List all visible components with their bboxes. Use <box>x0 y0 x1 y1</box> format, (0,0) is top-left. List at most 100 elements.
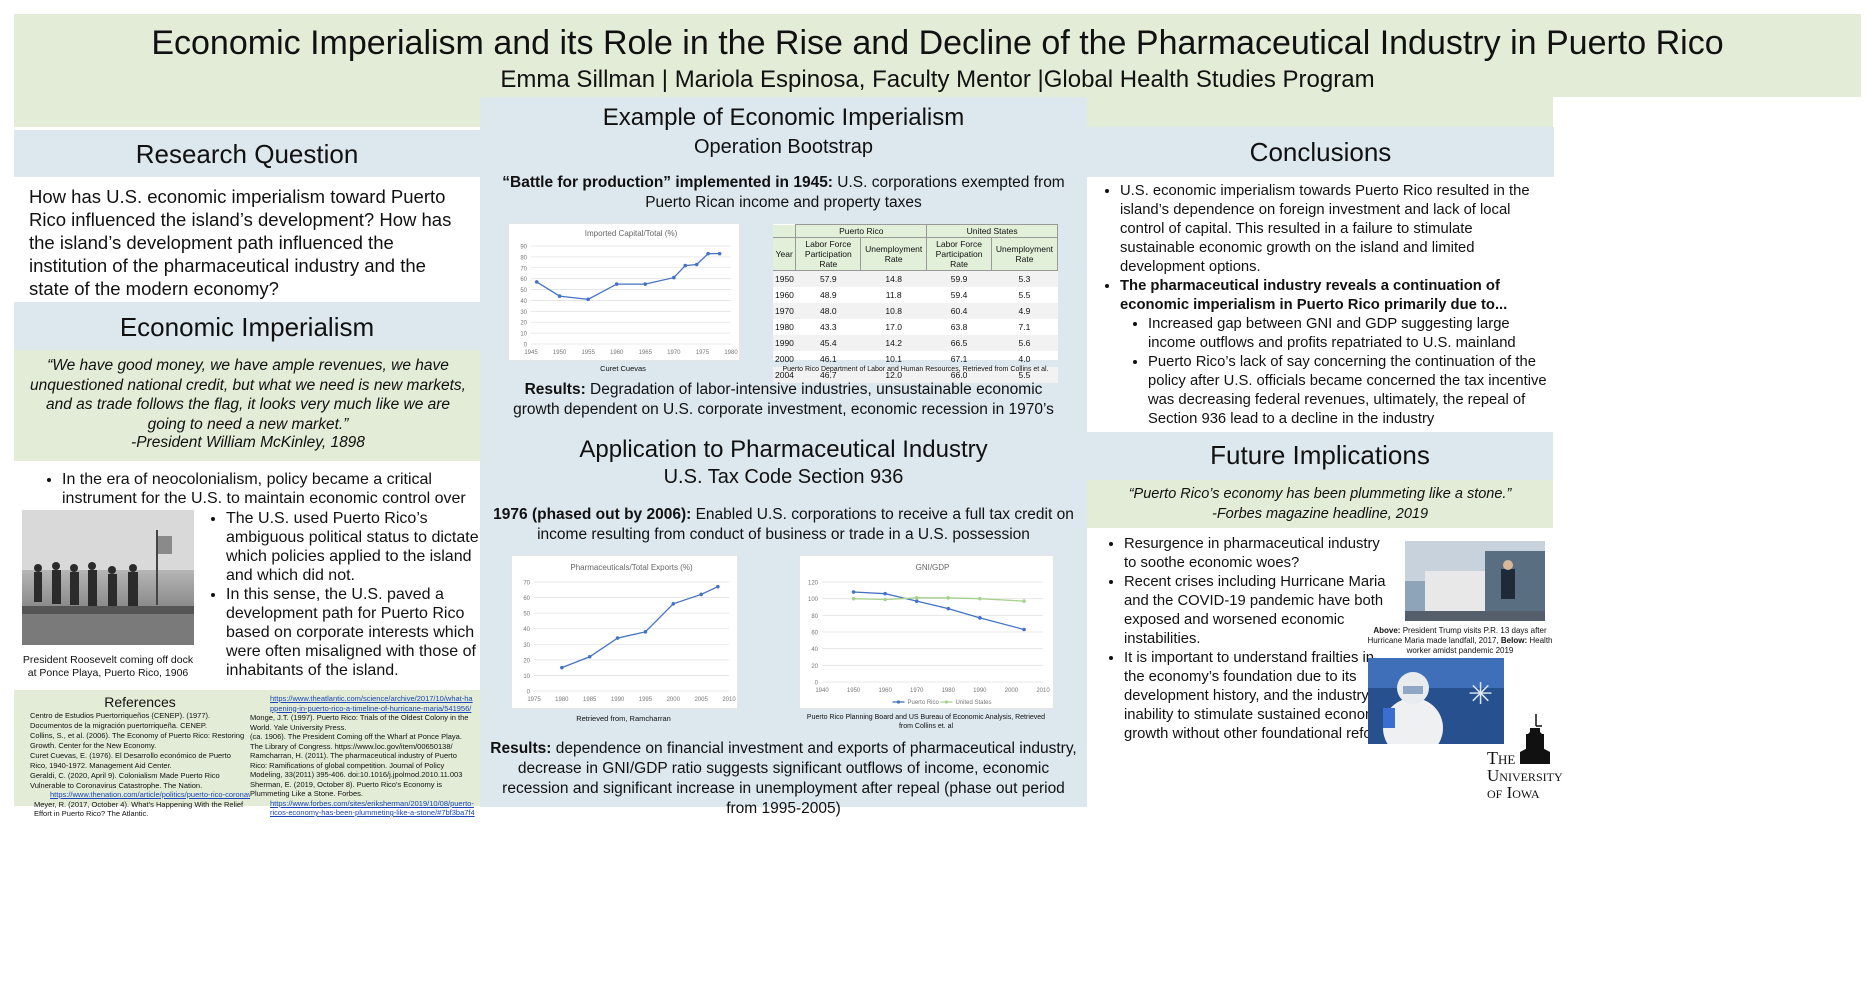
x-tick-label: 1965 <box>639 350 653 356</box>
labor-table-caption: Puerto Rico Department of Labor and Huma… <box>782 366 1049 373</box>
data-point <box>560 665 564 670</box>
data-point <box>1022 627 1026 632</box>
table-cell: 10.8 <box>885 306 902 316</box>
conclusion-bullet: U.S. economic imperialism towards Puerto… <box>1120 182 1549 277</box>
y-tick-label: 80 <box>811 614 818 620</box>
poster-title: Economic Imperialism and its Role in the… <box>151 24 1724 62</box>
y-tick-label: 50 <box>520 288 527 294</box>
conclusion-sub-bullet: Puerto Rico’s lack of say concerning the… <box>1148 353 1549 429</box>
legend-marker <box>896 700 901 704</box>
table-cell: 63.8 <box>950 322 968 332</box>
data-point <box>615 636 620 640</box>
table-cell: 48.0 <box>820 306 837 316</box>
mckinley-quote: “We have good money, we have ample reven… <box>30 357 466 433</box>
table-col-header: Unemployment Rate <box>990 237 1059 271</box>
reference-link[interactable]: https://www.forbes.com/sites/eriksherman… <box>270 798 475 818</box>
x-tick-label: 1975 <box>696 350 710 356</box>
example-heading: Example of Economic Imperialism <box>602 104 965 131</box>
data-point <box>587 654 592 659</box>
data-point <box>706 251 710 256</box>
trump-visit-photo-image <box>1405 541 1545 621</box>
table-cell: 5.5 <box>1018 290 1031 300</box>
future-header <box>1087 432 1553 480</box>
data-point <box>672 275 676 280</box>
table-cell: 60.4 <box>950 306 968 316</box>
table-col-header: Unemployment Rate <box>860 237 928 271</box>
labor-table-body: 1950 57.9 14.8 59.9 5.3 1960 48.9 11.8 59.4 5.5 19… <box>773 270 1058 383</box>
data-point <box>586 297 590 302</box>
data-point <box>883 597 887 602</box>
y-tick-label: 0 <box>815 681 819 687</box>
reference-entry: Ramcharran, H. (2011). The pharmaceutica… <box>250 751 463 779</box>
table-cell: 46.7 <box>820 370 837 380</box>
reference-link[interactable]: https://www.thenation.com/article/politi… <box>50 790 250 799</box>
imported-capital-chart: Imported Capital/Total (%) 0 10 20 30 40 50 60 7… <box>508 223 740 361</box>
y-tick-label: 60 <box>523 596 530 602</box>
table-cell: 1950 <box>775 274 794 284</box>
table-cell: 14.2 <box>885 338 902 348</box>
table-group-header: United States <box>926 224 1058 238</box>
title-banner <box>14 14 1861 97</box>
data-point <box>694 262 699 267</box>
table-row: 1960 48.9 11.8 59.4 5.5 <box>773 287 1058 303</box>
university-logo-text: The University of Iowa <box>1487 749 1563 801</box>
conclusions-heading: Conclusions <box>1249 137 1392 167</box>
series-line <box>853 591 1025 631</box>
table-cell: 5.3 <box>1018 274 1031 284</box>
y-tick-label: 10 <box>523 674 530 680</box>
research-question-header <box>14 130 480 177</box>
data-point <box>614 282 619 286</box>
caption-below-label: Below: <box>1500 636 1528 645</box>
health-worker-photo: ✳ <box>1368 658 1504 744</box>
chart-title: Imported Capital/Total (%) <box>585 229 678 238</box>
table-cell: 1970 <box>775 306 794 316</box>
example-results-text: Degradation of labor-intensive industrie… <box>513 381 1054 418</box>
table-cell: 17.0 <box>885 322 902 332</box>
caption-above-label: Above: <box>1373 626 1401 635</box>
x-tick-label: 2000 <box>667 697 681 703</box>
bullet-text: In this sense, the U.S. paved a developm… <box>226 585 480 680</box>
chart-title: Pharmaceuticals/Total Exports (%) <box>570 563 693 572</box>
x-tick-label: 1970 <box>667 350 681 356</box>
reference-link[interactable]: https://www.theatlantic.com/science/arch… <box>270 694 473 713</box>
us-policy-bullets: The U.S. used Puerto Rico’s ambiguous po… <box>200 509 480 680</box>
data-point <box>978 596 982 601</box>
forbes-quote: “Puerto Rico’s economy has been plummeti… <box>1128 486 1512 502</box>
x-tick-label: 1990 <box>611 697 625 703</box>
mckinley-quote-attribution: -President William McKinley, 1898 <box>131 434 365 451</box>
chart-title: GNI/GDP <box>916 563 950 572</box>
data-point <box>534 280 539 284</box>
conclusion-bullet: The pharmaceutical industry reveals a co… <box>1120 277 1549 315</box>
y-tick-label: 10 <box>520 332 527 338</box>
economic-imperialism-heading: Economic Imperialism <box>119 312 375 342</box>
x-tick-label: 1955 <box>581 350 595 356</box>
svg-text:✳: ✳ <box>1468 678 1493 711</box>
table-cell: 4.9 <box>1018 306 1031 316</box>
table-cell: 7.1 <box>1018 322 1031 332</box>
caption-below-text: Health worker amidst pandemic 2019 <box>1406 636 1553 655</box>
table-cell: 45.4 <box>820 338 837 348</box>
example-results-bold: Results: <box>524 381 586 398</box>
application-results-text: dependence on financial investment and e… <box>502 740 1077 817</box>
table-cell: 66.0 <box>950 370 968 380</box>
application-intro: 1976 (phased out by 2006): Enabled U.S. … <box>490 505 1077 545</box>
data-point <box>643 630 648 634</box>
references-left-list: Centro de Estudios Puertorriqueños (CENE… <box>30 711 250 819</box>
old-capitol-icon <box>1520 714 1550 764</box>
data-point <box>643 282 648 286</box>
references-box <box>14 690 480 806</box>
table-cell: 5.6 <box>1018 338 1031 348</box>
y-tick-label: 90 <box>520 245 527 251</box>
future-bullet: It is important to understand frailties … <box>1124 649 1396 744</box>
references-right-list: https://www.theatlantic.com/science/arch… <box>250 694 475 818</box>
table-cell: 67.1 <box>950 354 968 364</box>
x-tick-label: 2010 <box>1036 688 1050 694</box>
future-bullet: Resurgence in pharmaceutical industry to… <box>1124 535 1396 573</box>
table-group-header: Puerto Rico <box>795 224 928 238</box>
y-tick-label: 60 <box>811 631 818 637</box>
table-cell: 59.9 <box>950 274 968 284</box>
table-cell: 43.3 <box>820 322 837 332</box>
example-intro: “Battle for production” implemented in 1… <box>490 173 1077 213</box>
x-tick-label: 1960 <box>610 350 624 356</box>
x-tick-label: 1980 <box>942 688 956 694</box>
